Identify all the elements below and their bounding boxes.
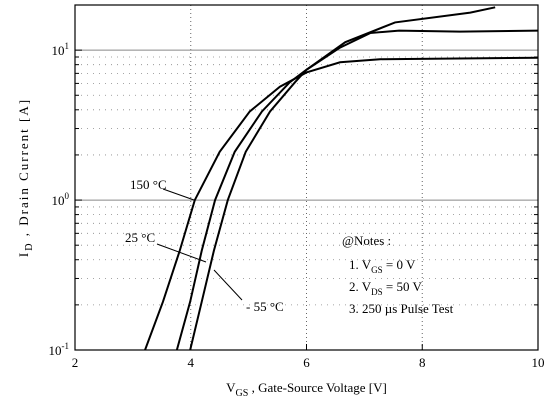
x-axis-label: VGS , Gate-Source Voltage [V] xyxy=(226,380,387,399)
note-sub: GS xyxy=(371,265,383,275)
x-tick-label: 10 xyxy=(532,355,545,370)
x-tick-label: 6 xyxy=(303,355,310,370)
y-tick-label: 100 xyxy=(52,191,70,208)
x-tick-label: 2 xyxy=(72,355,79,370)
annotation-arrow xyxy=(162,188,195,201)
note: 3. 250 µs Pulse Test xyxy=(349,301,454,316)
curve xyxy=(189,6,496,350)
y-tick-label: 101 xyxy=(52,41,70,58)
curve xyxy=(175,29,538,350)
x-label-symbol: V xyxy=(226,380,236,395)
y-tick-exponent: 1 xyxy=(65,41,70,51)
y-tick-exponent: 0 xyxy=(65,191,70,201)
note-prefix: 1. V xyxy=(349,257,372,272)
plot-frame xyxy=(74,4,539,351)
y-label-symbol: I xyxy=(16,251,31,257)
x-tick-label: 4 xyxy=(188,355,195,370)
notes-title: @Notes : xyxy=(342,233,391,248)
note-sub: DS xyxy=(371,287,383,297)
annotation-arrow xyxy=(213,269,243,301)
curve-label: 150 °C xyxy=(130,177,167,192)
y-label-sub: D xyxy=(24,242,35,251)
note-prefix: 2. V xyxy=(349,279,372,294)
y-tick-label: 10-1 xyxy=(49,341,70,358)
x-label-text: , Gate-Source Voltage [V] xyxy=(248,380,387,395)
curve-label: - 55 °C xyxy=(246,299,284,314)
x-label-sub: GS xyxy=(236,388,249,399)
y-tick-exponent: -1 xyxy=(62,341,70,351)
note: 1. VGS = 0 V xyxy=(349,257,416,275)
curve xyxy=(144,56,538,350)
note-suffix: = 0 V xyxy=(383,257,416,272)
y-tick-base: 10 xyxy=(52,193,65,208)
y-tick-base: 10 xyxy=(49,343,62,358)
note-prefix: 3. 250 µs Pulse Test xyxy=(349,301,454,316)
x-tick-label: 8 xyxy=(419,355,426,370)
note: 2. VDS = 50 V xyxy=(349,279,423,297)
note-suffix: = 50 V xyxy=(383,279,423,294)
y-axis-label: ID , Drain Current [A] xyxy=(16,98,35,257)
curve-label: 25 °C xyxy=(125,230,155,245)
annotation-arrow xyxy=(156,243,207,263)
y-label-text: , Drain Current [A] xyxy=(16,98,31,242)
y-tick-base: 10 xyxy=(52,43,65,58)
